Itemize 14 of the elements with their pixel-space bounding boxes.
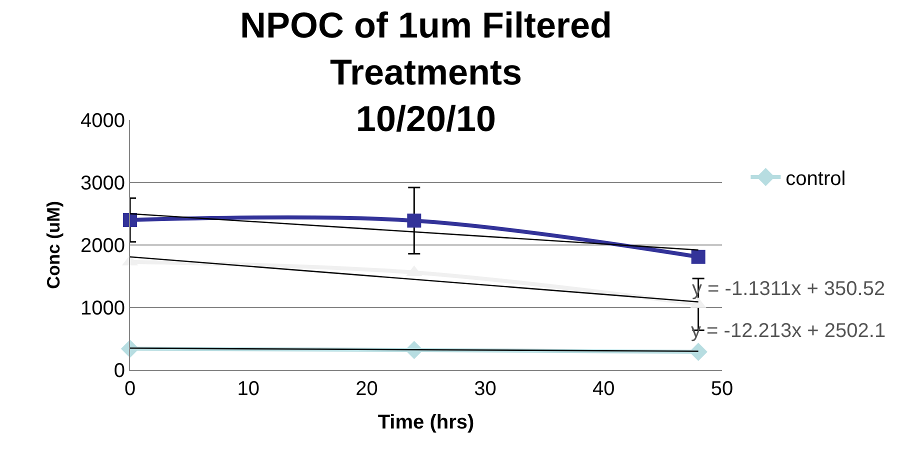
x-tick-label: 50 (710, 378, 734, 400)
y-tick-label: 0 (114, 360, 125, 382)
x-axis-title: Time (hrs) (378, 412, 474, 434)
y-axis-title: Conc (uM) (44, 201, 64, 289)
chart-title: NPOC of 1um Filtered Treatments 10/20/10 (240, 4, 612, 140)
legend-label: control (786, 168, 846, 190)
x-tick-label: 30 (474, 378, 496, 400)
y-tick-label: 4000 (80, 110, 125, 132)
y-tick-label: 2000 (80, 235, 125, 257)
y-tick-label: 3000 (80, 172, 125, 194)
y-tick-label: 1000 (80, 298, 125, 320)
x-tick-label: 20 (356, 378, 378, 400)
x-tick-label: 40 (592, 378, 615, 400)
x-tick-label: 10 (237, 378, 260, 400)
